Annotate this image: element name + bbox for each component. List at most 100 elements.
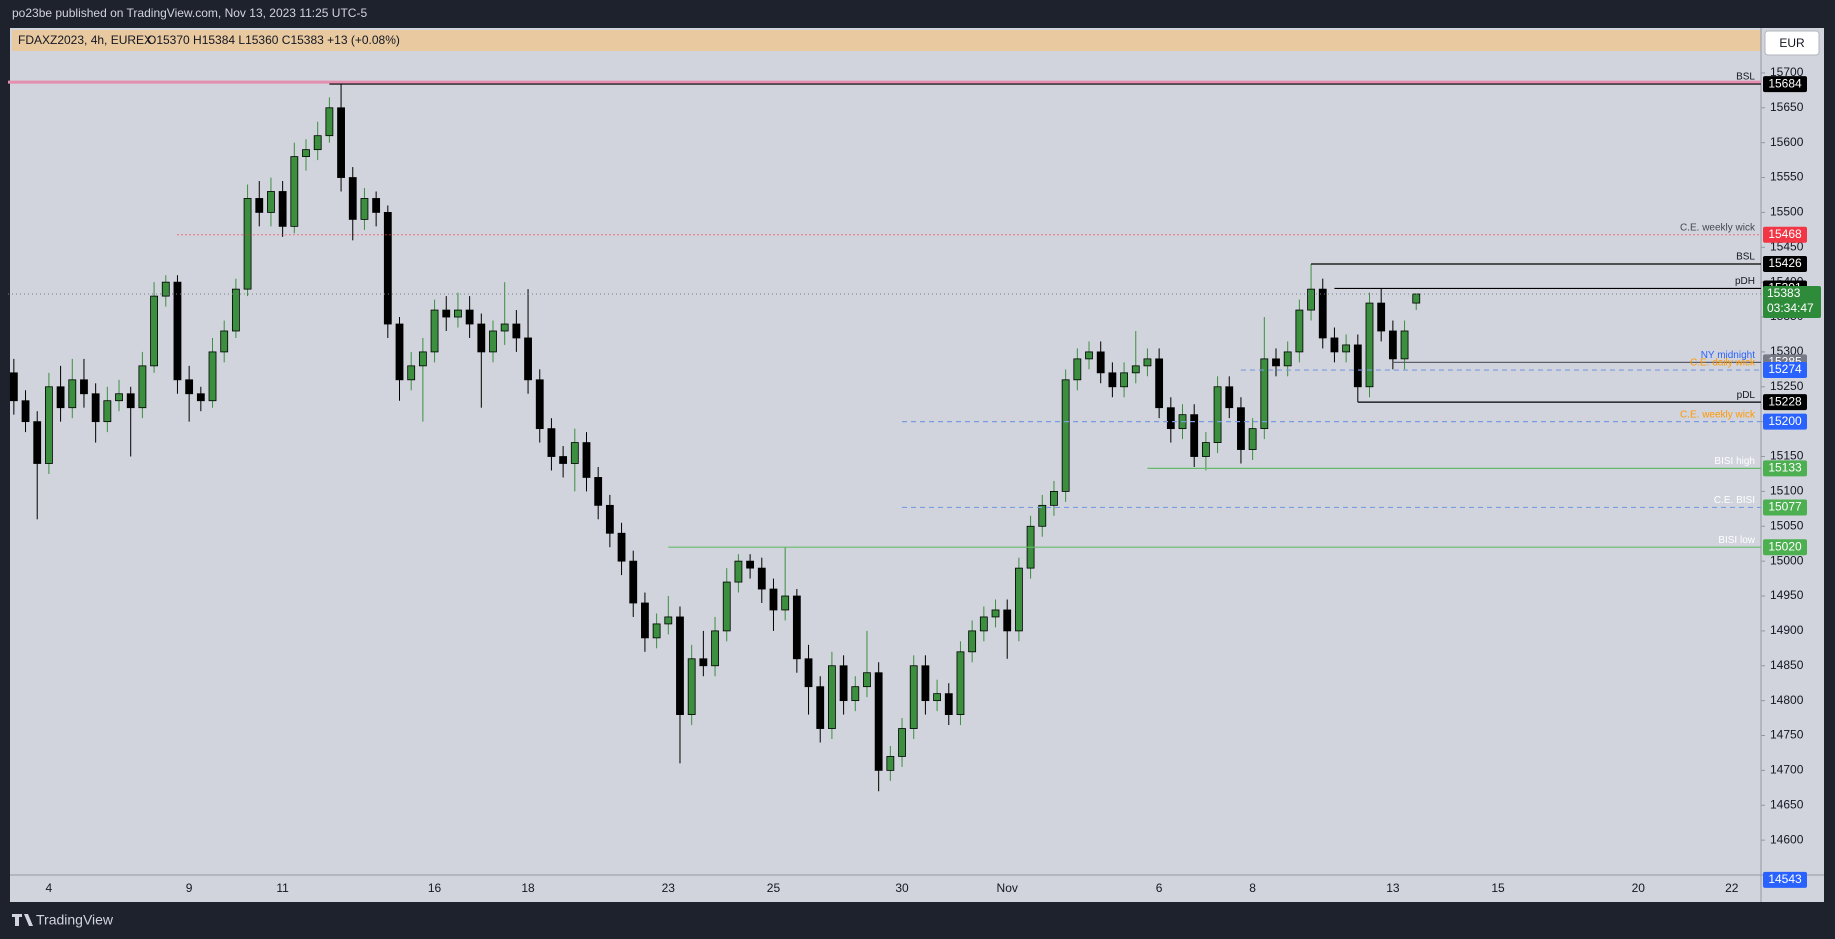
level-label: pDL	[1737, 390, 1756, 401]
candle-body	[792, 595, 801, 660]
y-tick-label: 15100	[1770, 484, 1804, 498]
candle-body	[641, 602, 649, 639]
candle-body	[617, 532, 626, 562]
level-label: BISI low	[1718, 535, 1755, 546]
price-badge	[1763, 256, 1807, 273]
candle-body	[500, 323, 509, 332]
y-tick-label: 15600	[1770, 135, 1804, 149]
y-tick-label: 15150	[1770, 449, 1804, 463]
chart-panel	[10, 28, 1824, 902]
price-badge	[1763, 539, 1807, 556]
candle-body	[126, 393, 135, 409]
candle-body	[208, 351, 217, 402]
x-tick-label: 20	[1632, 881, 1646, 895]
y-tick-label: 14800	[1770, 693, 1804, 707]
price-badge	[1763, 460, 1807, 477]
currency-button[interactable]	[1764, 30, 1820, 56]
y-tick-label: 15650	[1770, 100, 1804, 114]
x-tick-label: 30	[895, 881, 909, 895]
x-tick-label: 25	[767, 881, 781, 895]
y-tick-label: 15250	[1770, 379, 1804, 393]
candle-body	[44, 386, 53, 464]
y-tick-label: 15500	[1770, 205, 1804, 219]
candle-body	[757, 567, 766, 590]
candle-body	[1353, 344, 1362, 388]
level-label: pDH	[1735, 276, 1755, 287]
price-badge-label: 15228	[1768, 394, 1802, 408]
candle-body	[828, 665, 836, 729]
candle-body	[395, 323, 404, 381]
candle-body	[664, 616, 673, 625]
candle-body	[769, 588, 778, 611]
y-tick-label: 14750	[1770, 728, 1804, 742]
candle-body	[652, 623, 661, 639]
candle-body	[1014, 567, 1023, 632]
price-badge-label: 15274	[1768, 362, 1802, 376]
y-tick-label: 15000	[1770, 553, 1804, 567]
candle-body	[1330, 337, 1339, 353]
y-tick-label: 14700	[1770, 763, 1804, 777]
candle-body	[115, 393, 123, 402]
candle-body	[933, 693, 941, 702]
last-price-label: 15383	[1767, 286, 1801, 300]
price-badge	[1763, 226, 1807, 243]
candle-body	[313, 135, 322, 151]
candle-body	[9, 372, 18, 402]
candle-body	[407, 365, 416, 381]
candle-body	[383, 212, 392, 325]
candle-body	[337, 107, 345, 178]
price-badge-label: 15077	[1768, 500, 1802, 514]
candle-body	[80, 379, 88, 395]
footer	[0, 902, 1835, 939]
y-tick-label: 15050	[1770, 518, 1804, 532]
candle-body	[909, 665, 918, 729]
level-label: C.E. BISI	[1714, 495, 1755, 506]
price-badge	[1763, 394, 1807, 411]
candle-body	[430, 309, 439, 353]
candle-body	[979, 616, 988, 632]
candle-body	[1237, 407, 1245, 450]
candle-body	[1388, 330, 1397, 360]
candle-body	[138, 365, 147, 409]
candle-body	[1225, 386, 1234, 409]
x-tick-label: 13	[1386, 881, 1400, 895]
y-tick-label: 15700	[1770, 65, 1804, 79]
y-tick-label: 15550	[1770, 170, 1804, 184]
candle-body	[1131, 365, 1140, 374]
candle-body	[231, 288, 240, 332]
y-tick-label: 14600	[1770, 832, 1804, 846]
candle-body	[605, 504, 614, 534]
candle-body	[360, 198, 369, 220]
candle-body	[687, 658, 696, 715]
candle-body	[1295, 309, 1304, 353]
quote: O15370 H15384 L15360 C15383 +13 (+0.08%)	[147, 33, 400, 47]
x-tick-label: 15	[1491, 881, 1505, 895]
x-tick-label: 18	[521, 881, 535, 895]
currency[interactable]: EUR	[1779, 36, 1805, 50]
candle-body	[1143, 358, 1152, 367]
candle-body	[465, 309, 474, 325]
candle-body	[1050, 490, 1058, 506]
candle-body	[886, 756, 895, 771]
candle-body	[278, 191, 287, 227]
x-tick-label: 6	[1156, 881, 1163, 895]
candle-body	[1166, 407, 1175, 430]
candle-body	[1003, 609, 1012, 632]
candle-body	[1201, 442, 1210, 457]
x-tick-label: Nov	[997, 881, 1018, 895]
candle-body	[477, 323, 486, 353]
candle-body	[804, 658, 813, 688]
candle-body	[1260, 358, 1269, 430]
level-label: NY midnight	[1701, 350, 1756, 361]
candle-body	[267, 191, 275, 213]
candle-body	[68, 379, 77, 409]
y-tick-label: 14950	[1770, 588, 1804, 602]
price-badge-label: 15684	[1768, 76, 1802, 90]
candle-body	[1400, 330, 1409, 360]
candle-body	[173, 281, 182, 381]
candle-body	[921, 665, 930, 702]
level-label: BSL	[1736, 252, 1755, 263]
x-tick-label: 16	[428, 881, 442, 895]
x-tick-label: 9	[186, 881, 193, 895]
